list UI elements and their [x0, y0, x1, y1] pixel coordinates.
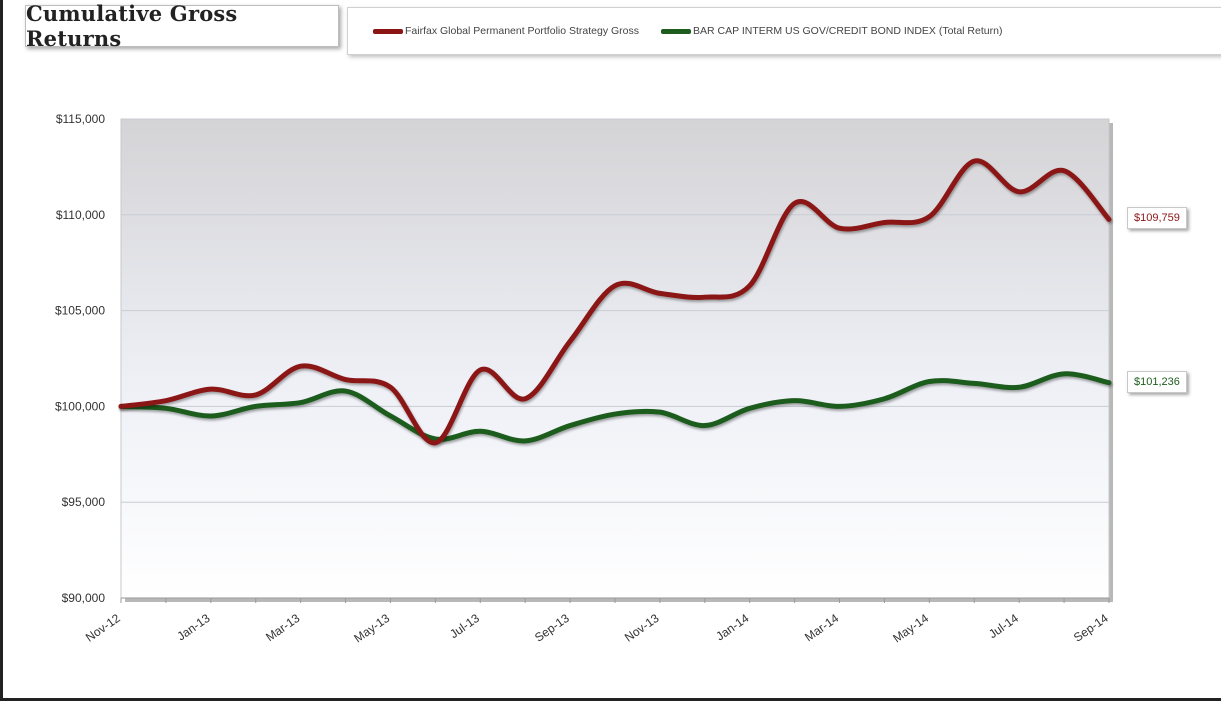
x-tick-label: Jan-14	[713, 611, 751, 644]
x-tick-label: Mar-13	[263, 611, 302, 644]
legend-swatch-barcap	[661, 28, 692, 34]
y-tick-label: $100,000	[55, 399, 105, 413]
chart-legend: Fairfax Global Permanent Portfolio Strat…	[347, 7, 1221, 55]
x-tick-label: Mar-14	[802, 611, 841, 644]
y-tick-label: $95,000	[62, 495, 106, 509]
legend-label-barcap: BAR CAP INTERM US GOV/CREDIT BOND INDEX …	[693, 25, 1003, 37]
y-tick-label: $105,000	[55, 304, 105, 318]
x-tick-label: Jan-13	[174, 611, 212, 644]
series-line-fairfax	[118, 158, 1112, 446]
x-tick-label: Nov-12	[83, 611, 123, 645]
legend-swatch-fairfax	[373, 28, 403, 34]
series-line-barcap	[118, 371, 1112, 444]
y-tick-label: $115,000	[56, 112, 105, 126]
y-tick-label: $90,000	[62, 591, 106, 605]
x-tick-label: Nov-13	[622, 611, 662, 645]
x-tick-label: Sep-13	[532, 611, 572, 645]
legend-item-fairfax: Fairfax Global Permanent Portfolio Strat…	[373, 25, 639, 37]
legend-item-barcap: BAR CAP INTERM US GOV/CREDIT BOND INDEX …	[661, 25, 1002, 37]
end-value-label-barcap: $101,236	[1127, 370, 1187, 393]
y-tick-label: $110,000	[56, 208, 105, 222]
x-tick-label: Jul-13	[447, 611, 482, 641]
x-tick-label: Sep-14	[1071, 611, 1111, 645]
end-value-label-fairfax: $109,759	[1127, 207, 1187, 230]
chart-title: Cumulative Gross Returns	[25, 1, 339, 51]
legend-label-fairfax: Fairfax Global Permanent Portfolio Strat…	[405, 25, 640, 37]
x-tick-label: May-14	[890, 611, 931, 646]
x-tick-label: May-13	[351, 611, 392, 646]
x-tick-label: Jul-14	[986, 611, 1021, 641]
plot-area	[120, 118, 1110, 599]
chart-plot: $90,000 $95,000 $100,000 $105,000 $110,000 $1…	[55, 112, 1113, 646]
